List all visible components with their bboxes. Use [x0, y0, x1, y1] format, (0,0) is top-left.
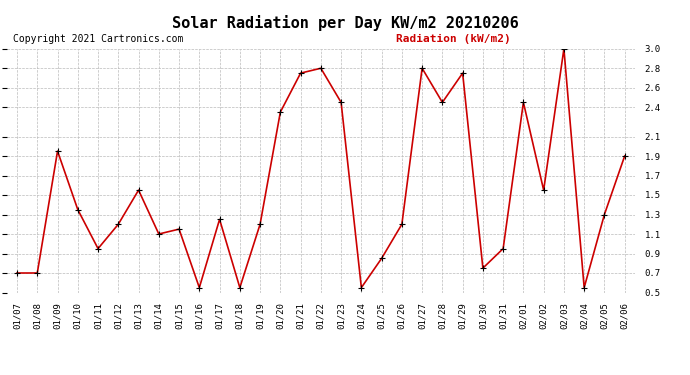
Text: Copyright 2021 Cartronics.com: Copyright 2021 Cartronics.com	[13, 34, 184, 44]
Text: Radiation (kW/m2): Radiation (kW/m2)	[396, 34, 511, 44]
Text: Solar Radiation per Day KW/m2 20210206: Solar Radiation per Day KW/m2 20210206	[172, 15, 518, 31]
